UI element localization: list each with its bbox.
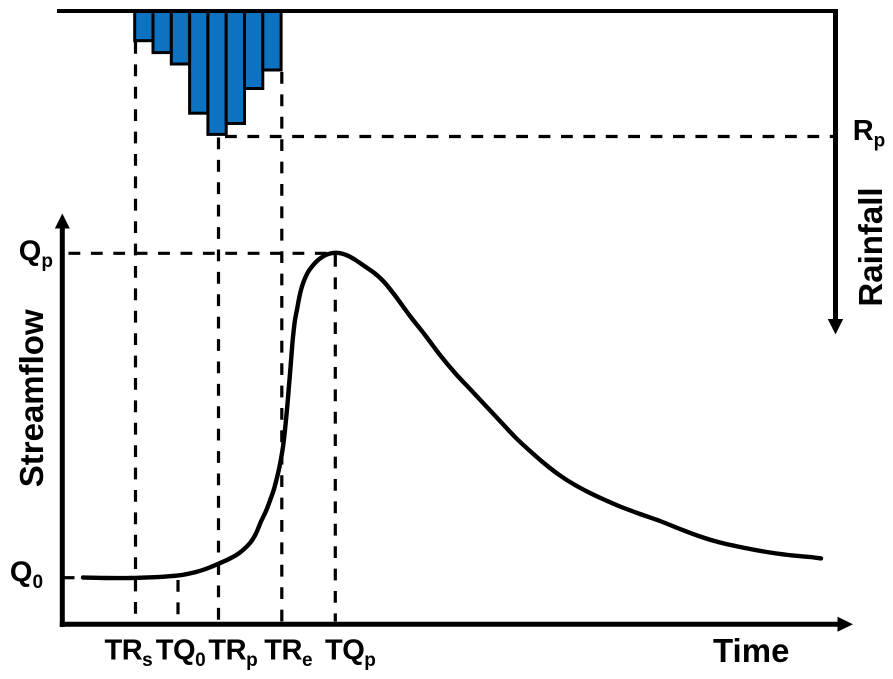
- svg-text:Time: Time: [713, 632, 789, 669]
- svg-text:TRs: TRs: [105, 635, 153, 672]
- svg-text:Rainfall: Rainfall: [852, 187, 889, 306]
- svg-text:Streamflow: Streamflow: [13, 309, 50, 487]
